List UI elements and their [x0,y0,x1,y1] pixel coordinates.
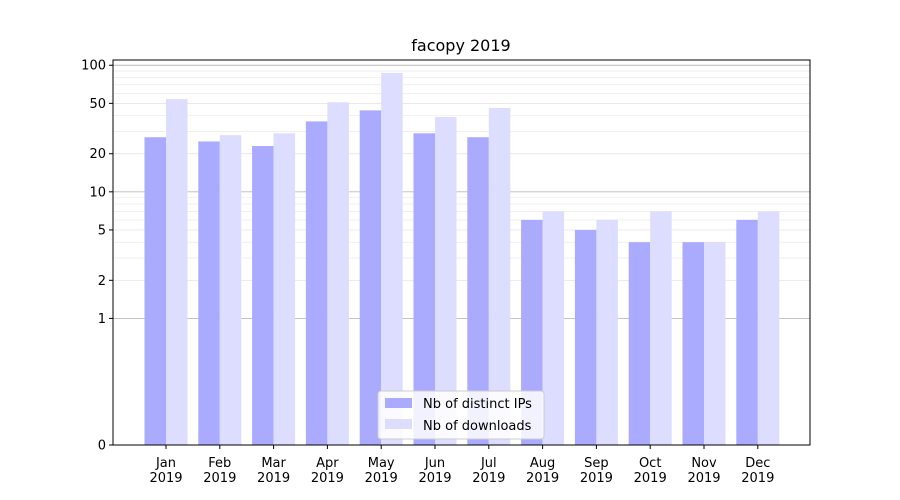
bar-downloads [542,211,565,445]
bar-downloads [704,242,726,445]
y-tick-label: 50 [89,97,106,112]
bar-distinct-ips [413,133,435,445]
x-tick-label-year: 2019 [257,471,290,486]
x-tick-label-month: Aug [530,456,555,471]
y-tick-label: 100 [81,59,106,74]
x-tick-label-year: 2019 [418,471,451,486]
bar-downloads [219,135,242,445]
bar-distinct-ips [521,219,543,445]
x-tick-label-month: Oct [639,456,661,471]
x-tick-label-year: 2019 [634,471,667,486]
legend-box [377,390,545,440]
x-tick-label-year: 2019 [149,471,182,486]
x-tick-label-month: Apr [316,456,339,471]
x-tick-label-year: 2019 [580,471,613,486]
x-tick-label-month: Feb [208,456,231,471]
bar-downloads [596,219,618,445]
bar-distinct-ips [359,110,382,445]
bar-distinct-ips [198,141,220,445]
bar-downloads [327,102,349,445]
bar-downloads [273,133,296,445]
y-tick-label: 10 [89,185,106,200]
bar-distinct-ips [305,121,328,445]
bar-distinct-ips [682,242,704,445]
bar-downloads [166,99,188,445]
x-tick-label-year: 2019 [741,471,774,486]
bar-distinct-ips [574,229,597,445]
x-tick-label-month: Jan [155,456,176,471]
x-tick-label-year: 2019 [365,471,398,486]
y-tick-label: 0 [98,439,106,454]
x-tick-label-year: 2019 [526,471,559,486]
x-tick-label-month: Jul [480,456,497,471]
y-tick-label: 2 [98,274,106,289]
plot-frame [112,59,811,446]
x-tick-label-month: Sep [584,456,609,471]
x-tick-label-month: Jun [424,456,445,471]
x-axis: Jan2019Feb2019Mar2019Apr2019May2019Jun20… [149,445,774,486]
x-tick-label-year: 2019 [687,471,720,486]
x-tick-label-year: 2019 [311,471,344,486]
x-tick-label-month: Mar [261,456,286,471]
y-axis: 0 1 2 5 10 20 50 100 [81,59,113,454]
x-tick-label-month: Nov [691,456,717,471]
bar-downloads [488,107,511,446]
legend-swatch-distinct-ips [385,398,412,408]
bars [144,72,780,446]
x-tick-label-year: 2019 [472,471,505,486]
legend-label-distinct-ips: Nb of distinct IPs [423,397,532,412]
bar-downloads [757,211,780,445]
x-tick-label-month: May [368,456,395,471]
y-tick-label: 1 [98,312,106,327]
legend-label-downloads: Nb of downloads [423,419,532,434]
bar-distinct-ips [144,137,166,446]
x-tick-label-year: 2019 [203,471,236,486]
chart-title: facopy 2019 [411,36,510,55]
bar-downloads [650,211,672,445]
bar-distinct-ips [467,137,489,446]
bar-downloads [381,72,403,446]
bar-distinct-ips [736,219,758,445]
bar-distinct-ips [252,146,274,445]
x-tick-label-month: Dec [745,456,770,471]
legend-swatch-downloads [385,419,412,429]
bar-downloads [435,117,457,446]
y-tick-label: 5 [98,223,106,238]
legend: Nb of distinct IPs Nb of downloads [377,390,545,440]
bar-distinct-ips [628,242,651,445]
y-tick-label: 20 [89,147,106,162]
